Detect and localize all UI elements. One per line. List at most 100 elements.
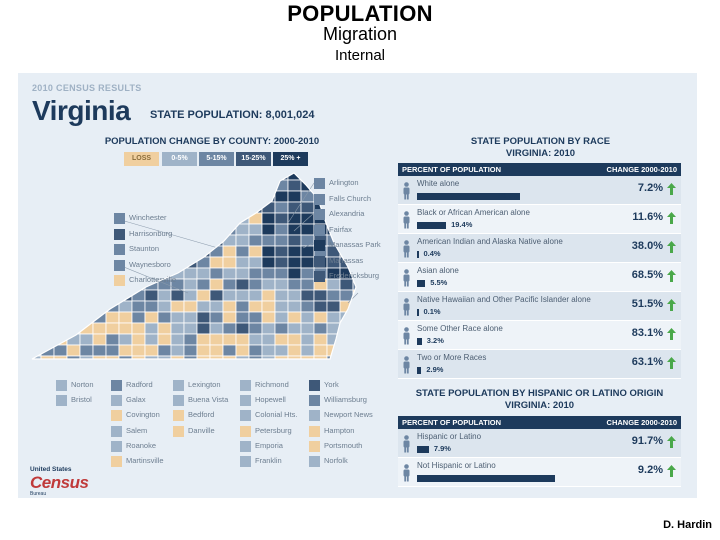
- county-region: [261, 256, 276, 269]
- county-key-north: Arlington: [314, 177, 381, 193]
- county-swatch: [111, 455, 122, 467]
- map-title: POPULATION CHANGE BY COUNTY: 2000-2010: [104, 136, 320, 147]
- row-label: White alone: [417, 179, 460, 188]
- county-region: [92, 201, 107, 214]
- county-region: [261, 289, 276, 302]
- county-region: [105, 179, 120, 192]
- county-region: [105, 311, 120, 324]
- county-region: [32, 223, 42, 236]
- county-region: [235, 344, 250, 357]
- up-arrow-icon: [667, 241, 676, 253]
- county-region: [183, 311, 198, 324]
- county-name: Williamsburg: [324, 395, 367, 405]
- county-region: [209, 322, 224, 335]
- county-region: [40, 223, 55, 236]
- county-region: [66, 256, 81, 269]
- county-swatch: [240, 410, 251, 422]
- county-region: [40, 245, 55, 258]
- county-region: [235, 173, 250, 181]
- county-name: Bedford: [188, 410, 215, 420]
- county-name: Radford: [126, 380, 153, 389]
- county-key-north: Fredericksburg: [314, 270, 381, 286]
- state-population: STATE POPULATION: 8,001,024: [150, 109, 315, 121]
- county-region: [235, 201, 250, 214]
- county-region: [222, 201, 237, 214]
- county-region: [40, 289, 55, 302]
- race-table: PERCENT OF POPULATION CHANGE 2000-2010 W…: [398, 163, 681, 379]
- county-region: [261, 333, 276, 346]
- county-key-city: York: [309, 379, 373, 394]
- county-region: [66, 300, 81, 313]
- legend-item: 25% +: [273, 152, 308, 166]
- percent-bar: [417, 446, 429, 453]
- county-key-city: Salem: [111, 425, 164, 440]
- county-region: [248, 322, 263, 335]
- county-region: [66, 223, 81, 236]
- county-swatch: [314, 255, 325, 267]
- county-region: [79, 311, 94, 324]
- county-swatch: [111, 410, 122, 422]
- county-key-city: Danville: [173, 425, 228, 440]
- county-key-city: Hampton: [309, 425, 373, 440]
- county-region: [183, 355, 198, 359]
- county-region: [326, 311, 341, 324]
- county-region: [261, 223, 276, 236]
- county-key-column: Richmond Hopewell Colonial Hts. Petersburg E…: [240, 379, 298, 470]
- county-region: [261, 311, 276, 324]
- county-region: [287, 344, 302, 357]
- county-region: [287, 201, 302, 214]
- county-swatch: [173, 410, 184, 422]
- county-region: [66, 212, 81, 225]
- county-name: Lexington: [188, 380, 221, 389]
- county-key-city: Bristol: [56, 394, 94, 409]
- slide-subtitle: Migration: [322, 24, 398, 44]
- county-region: [209, 300, 224, 313]
- county-name: Norfolk: [324, 455, 348, 465]
- county-region: [183, 267, 198, 280]
- county-region: [339, 300, 354, 313]
- county-region: [40, 322, 55, 335]
- county-region: [287, 179, 302, 192]
- county-region: [352, 322, 356, 335]
- county-region: [32, 322, 42, 335]
- county-region: [300, 267, 315, 280]
- county-region: [53, 201, 68, 214]
- legend-item: 0-5%: [162, 152, 197, 166]
- county-name: Falls Church: [329, 193, 372, 203]
- county-region: [170, 179, 185, 192]
- county-region: [131, 311, 146, 324]
- county-region: [274, 344, 289, 357]
- county-region: [157, 173, 172, 181]
- table-row: Asian alone 5.5% 68.5%: [398, 263, 681, 292]
- county-region: [222, 355, 237, 359]
- county-key-city: Portsmouth: [309, 440, 373, 455]
- county-name: Petersburg: [255, 425, 292, 435]
- row-label: Asian alone: [417, 266, 459, 275]
- county-region: [300, 256, 315, 269]
- county-region: [222, 322, 237, 335]
- county-region: [300, 223, 315, 236]
- county-name: Manassas: [329, 255, 364, 265]
- county-region: [313, 322, 328, 335]
- county-region: [131, 179, 146, 192]
- county-region: [53, 278, 68, 291]
- county-region: [32, 212, 42, 225]
- county-swatch: [314, 209, 325, 220]
- county-region: [209, 278, 224, 291]
- county-region: [248, 355, 263, 359]
- county-region: [196, 173, 211, 181]
- county-region: [32, 278, 42, 291]
- county-region: [274, 289, 289, 302]
- county-key-north: Arlington Falls Church Alexandria Fairfax Ma…: [314, 177, 381, 286]
- county-region: [209, 179, 224, 192]
- county-region: [157, 344, 172, 357]
- county-region: [274, 333, 289, 346]
- county-region: [209, 289, 224, 302]
- county-region: [235, 300, 250, 313]
- county-region: [326, 300, 341, 313]
- county-region: [248, 300, 263, 313]
- county-region: [183, 212, 198, 225]
- row-label: American Indian and Alaska Native alone: [417, 237, 563, 246]
- county-swatch: [309, 395, 320, 407]
- person-icon: [403, 182, 410, 200]
